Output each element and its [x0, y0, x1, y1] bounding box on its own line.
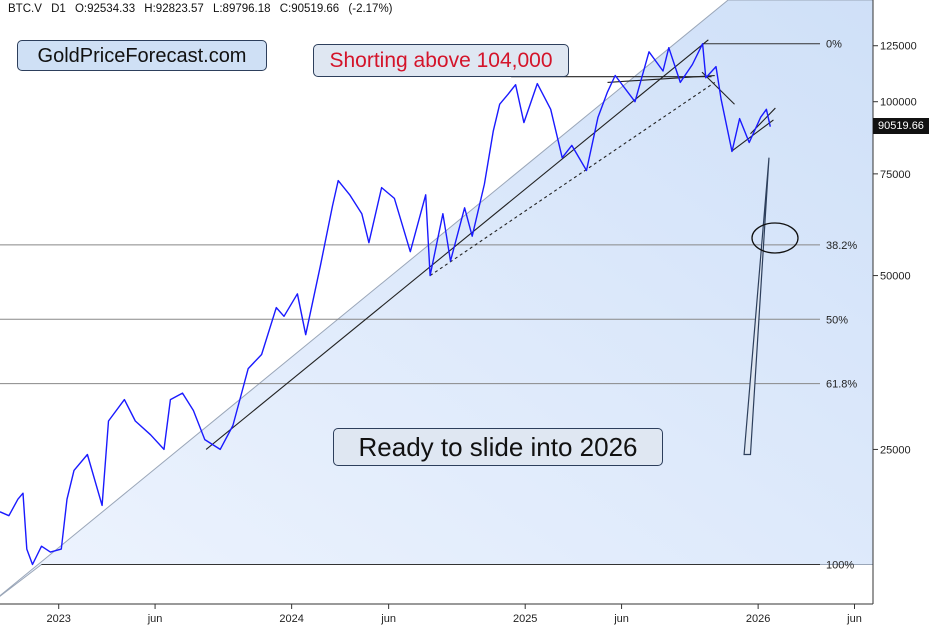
close-value: C:90519.66: [279, 3, 340, 15]
x-tick-label: 2026: [746, 613, 770, 625]
x-tick-label: 2023: [46, 613, 70, 625]
fib-label: 50%: [826, 314, 848, 326]
y-tick-label: 25000: [880, 444, 911, 456]
slide-pointer: [743, 157, 770, 456]
x-tick-label: jun: [613, 613, 629, 625]
y-tick-label: 75000: [880, 169, 911, 181]
high-value: H:92823.57: [144, 3, 204, 15]
y-tick-label: 125000: [880, 41, 917, 53]
x-axis-ticks: 2023 jun 2024 jun 2025 jun 2026 jun: [46, 604, 862, 625]
y-tick-label: 50000: [880, 271, 911, 283]
support-trendline: [205, 39, 709, 450]
low-value: L:89796.18: [212, 3, 271, 15]
shorting-pointer-lower: [607, 74, 715, 83]
change-value: (-2.17%): [348, 3, 393, 15]
fib-label: 100%: [826, 560, 854, 572]
y-tick-label: 100000: [880, 97, 917, 109]
site-logo: GoldPriceForecast.com: [17, 40, 267, 71]
channel-upper-line: [701, 71, 735, 105]
x-tick-label: jun: [380, 613, 396, 625]
x-tick-label: 2024: [279, 613, 303, 625]
fib-label: 38.2%: [826, 240, 857, 252]
fib-label: 61.8%: [826, 379, 857, 391]
last-price-badge: 90519.66: [873, 118, 929, 134]
slide-callout: Ready to slide into 2026: [333, 428, 663, 466]
x-tick-label: jun: [846, 613, 862, 625]
price-line: [0, 43, 771, 566]
fibonacci-levels: 0% 38.2% 50% 61.8% 100%: [0, 39, 857, 572]
target-ellipse: [751, 222, 799, 254]
shorting-callout: Shorting above 104,000: [313, 44, 569, 77]
open-value: O:92534.33: [74, 3, 136, 15]
fib-label: 0%: [826, 39, 842, 51]
x-tick-label: jun: [147, 613, 163, 625]
y-axis-ticks: 125000 100000 75000 50000 25000: [873, 41, 917, 456]
interval-label: D1: [51, 3, 66, 15]
symbol-label: BTC.V: [8, 3, 42, 15]
x-tick-label: 2025: [513, 613, 537, 625]
chart-header: BTC.V D1 O:92534.33 H:92823.57 L:89796.1…: [8, 3, 399, 15]
